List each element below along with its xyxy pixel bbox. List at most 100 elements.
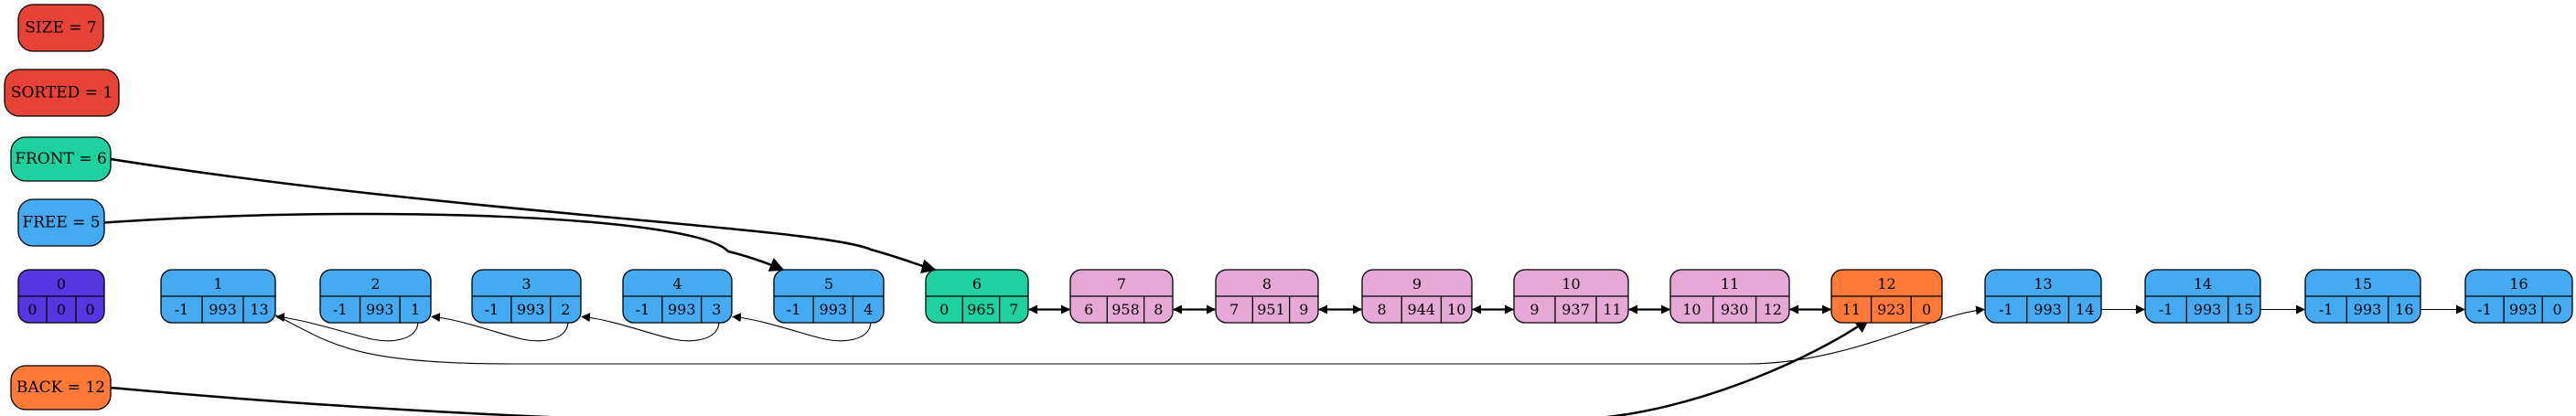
node-next: 10: [1447, 301, 1465, 318]
node-next: 16: [2395, 301, 2413, 318]
node-14: 14 -1 993 15: [2144, 269, 2261, 324]
node-value: 993: [668, 301, 696, 318]
node-prev: -1: [2319, 301, 2334, 318]
pointer-front-arrow: [110, 157, 937, 274]
pointer-back-arrow: [110, 317, 1870, 416]
node-12: 12 11 923 0: [1830, 269, 1943, 324]
free-link: [581, 313, 720, 342]
node-prev: -1: [333, 301, 348, 318]
node-value: 937: [1562, 301, 1590, 318]
node-index: 16: [2509, 275, 2528, 293]
node-index: 7: [1117, 275, 1126, 293]
node-index: 12: [1877, 275, 1895, 293]
node-value: 993: [2034, 301, 2062, 318]
node-next: 0: [1922, 301, 1931, 318]
label-back-text: BACK = 12: [16, 379, 105, 397]
label-size: SIZE = 7: [17, 4, 104, 52]
node-prev: -1: [2159, 301, 2174, 318]
pointer-free-arrow: [103, 212, 785, 272]
label-back: BACK = 12: [10, 365, 112, 411]
node-prev: -1: [485, 301, 499, 318]
node-value: 993: [820, 301, 848, 318]
node-2: 2 -1 993 1: [319, 269, 432, 324]
node-value: 923: [1877, 301, 1905, 318]
node-4: 4 -1 993 3: [622, 269, 733, 324]
node-next: 11: [1603, 301, 1621, 318]
node-prev: 10: [1682, 301, 1701, 318]
label-front-box: [10, 136, 112, 182]
node-prev: -1: [175, 301, 189, 318]
free-link: [431, 313, 569, 342]
node-10: 10 9 937 11: [1513, 269, 1629, 324]
node-1: 1 -1 993 13: [160, 269, 276, 324]
label-size-box: [17, 4, 104, 52]
node-index: 0: [57, 275, 66, 293]
node-index: 9: [1412, 275, 1422, 293]
node-prev: 0: [939, 301, 949, 318]
node-prev: 6: [1084, 301, 1093, 318]
node-next: 0: [2553, 301, 2562, 318]
node-index: 4: [672, 275, 682, 293]
node-index: 11: [1721, 275, 1739, 293]
label-size-text: SIZE = 7: [25, 19, 96, 37]
node-value: 993: [2194, 301, 2222, 318]
node-3: 3 -1 993 2: [471, 269, 582, 324]
label-front-text: FRONT = 6: [15, 150, 107, 168]
node-next: 1: [411, 301, 420, 318]
node-next: 14: [2076, 301, 2094, 318]
node-index: 2: [370, 275, 380, 293]
free-link: [274, 305, 1985, 365]
node-9: 9 8 944 10: [1361, 269, 1473, 324]
label-front: FRONT = 6: [10, 136, 112, 182]
node-prev: 9: [1530, 301, 1539, 318]
node-next: 15: [2235, 301, 2253, 318]
node-value: 993: [209, 301, 237, 318]
node-prev: 11: [1842, 301, 1861, 318]
node-prev: -1: [787, 301, 801, 318]
node-value: 993: [366, 301, 394, 318]
node-index: 8: [1262, 275, 1272, 293]
node-prev: -1: [636, 301, 650, 318]
node-value: 993: [517, 301, 545, 318]
node-7: 7 6 958 8: [1069, 269, 1174, 324]
label-sorted-box: [4, 69, 120, 117]
node-value: 993: [2354, 301, 2382, 318]
node-value: 0: [57, 301, 66, 318]
node-value: 965: [967, 301, 995, 318]
label-sorted: SORTED = 1: [4, 69, 120, 117]
node-next: 13: [250, 301, 268, 318]
node-next: 12: [1764, 301, 1782, 318]
node-prev: 7: [1229, 301, 1239, 318]
node-prev: 0: [27, 301, 37, 318]
node-index: 15: [2354, 275, 2372, 293]
free-link: [732, 313, 872, 342]
node-value: 993: [2509, 301, 2538, 318]
node-value: 951: [1257, 301, 1285, 318]
node-index: 13: [2034, 275, 2052, 293]
label-free-text: FREE = 5: [22, 214, 100, 232]
node-6: 6 0 965 7: [925, 269, 1029, 324]
node-0: 0 0 0 0: [17, 269, 105, 324]
free-link: [275, 313, 419, 342]
label-back-box: [10, 365, 112, 411]
node-value: 930: [1721, 301, 1749, 318]
node-prev: -1: [1999, 301, 2013, 318]
node-next: 9: [1299, 301, 1308, 318]
node-index: 3: [521, 275, 531, 293]
node-next: 4: [864, 301, 873, 318]
node-next: 2: [561, 301, 570, 318]
node-next: 3: [712, 301, 721, 318]
node-index: 1: [213, 275, 222, 293]
node-index: 6: [972, 275, 982, 293]
label-sorted-text: SORTED = 1: [11, 84, 113, 102]
node-prev: 8: [1378, 301, 1387, 318]
node-11: 11 10 930 12: [1669, 269, 1790, 324]
node-13: 13 -1 993 14: [1984, 269, 2102, 324]
label-free: FREE = 5: [17, 198, 105, 247]
node-index: 14: [2194, 275, 2212, 293]
node-value: 958: [1111, 301, 1140, 318]
node-next: 8: [1154, 301, 1163, 318]
node-value: 944: [1408, 301, 1436, 318]
node-next: 0: [85, 301, 94, 318]
